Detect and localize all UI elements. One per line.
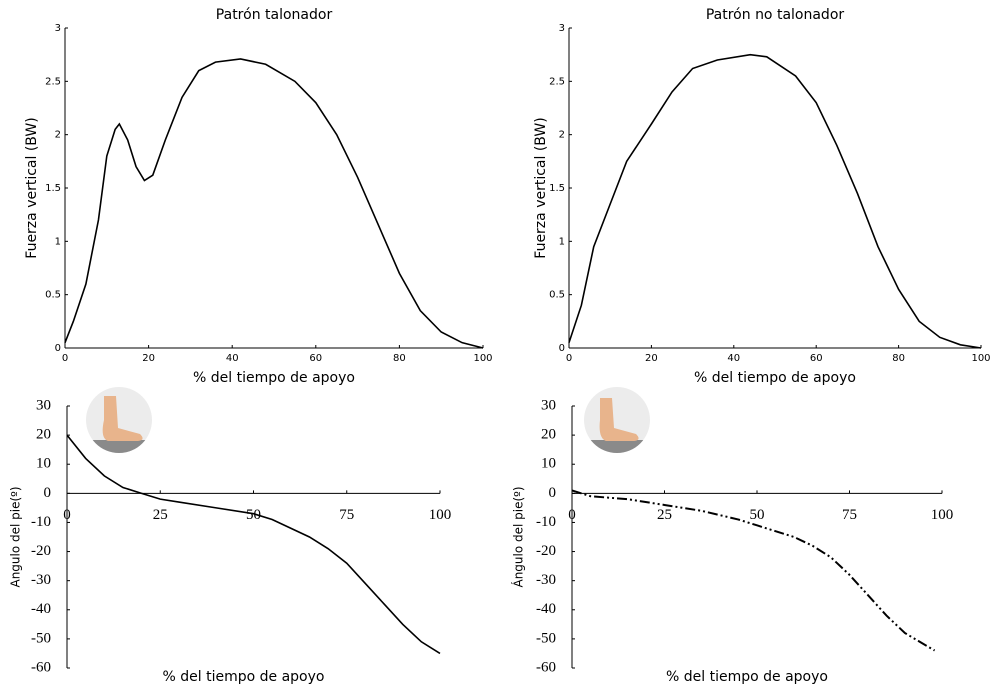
y-tick-label: 30 — [36, 397, 51, 413]
y-tick-label: -50 — [536, 630, 556, 646]
y-tick-label: -10 — [536, 514, 556, 530]
data-line — [568, 53, 982, 349]
chart-title: Patrón talonador — [216, 7, 333, 23]
y-tick-label: 2.5 — [549, 76, 565, 87]
x-tick-label: 40 — [727, 353, 740, 364]
y-tick-label: 0 — [549, 485, 557, 501]
y-tick-label: 10 — [541, 456, 556, 472]
x-tick-label: 50 — [246, 507, 261, 523]
y-tick-label: 3 — [559, 23, 565, 34]
y-tick-label: 10 — [36, 456, 51, 472]
y-tick-label: 3 — [55, 23, 61, 34]
x-tick-label: 0 — [63, 507, 71, 523]
y-tick-label: -50 — [31, 630, 51, 646]
y-tick-label: 0.5 — [549, 290, 565, 301]
x-tick-label: 20 — [645, 353, 658, 364]
y-tick-label: -20 — [31, 543, 51, 559]
y-tick-label: -30 — [536, 572, 556, 588]
y-tick-label: 2 — [55, 130, 61, 141]
x-tick-label: 100 — [931, 507, 954, 523]
x-axis-label: % del tiempo de apoyo — [163, 669, 325, 685]
x-tick-label: 75 — [842, 507, 857, 523]
foot-icon — [584, 387, 650, 453]
y-tick-label: 0.5 — [45, 290, 61, 301]
x-axis-label: % del tiempo de apoyo — [666, 669, 828, 685]
chart-title: Patrón no talonador — [706, 7, 845, 23]
y-tick-label: 0 — [55, 343, 61, 354]
x-tick-label: 25 — [153, 507, 168, 523]
y-tick-label: 30 — [541, 397, 556, 413]
y-axis-label: Fuerza vertical (BW) — [533, 117, 549, 258]
x-tick-label: 0 — [566, 353, 572, 364]
foot-icon — [86, 387, 152, 453]
y-tick-label: 1.5 — [45, 183, 61, 194]
y-tick-label: 20 — [541, 427, 556, 443]
y-tick-label: -40 — [536, 601, 556, 617]
x-tick-label: 80 — [393, 353, 406, 364]
y-tick-label: -60 — [31, 659, 51, 675]
y-tick-label: 2 — [559, 130, 565, 141]
x-tick-label: 0 — [62, 353, 68, 364]
data-line — [64, 58, 484, 349]
y-tick-label: 1.5 — [549, 183, 565, 194]
x-tick-label: 60 — [810, 353, 823, 364]
y-tick-label: 0 — [559, 343, 565, 354]
x-axis-label: % del tiempo de apoyo — [193, 370, 355, 386]
x-tick-label: 100 — [473, 353, 492, 364]
x-tick-label: 20 — [142, 353, 155, 364]
x-tick-label: 0 — [568, 507, 576, 523]
y-tick-label: -40 — [31, 601, 51, 617]
x-tick-label: 40 — [226, 353, 239, 364]
x-tick-label: 60 — [309, 353, 322, 364]
y-tick-label: 20 — [36, 427, 51, 443]
y-axis-label: Ángulo del pie(º) — [511, 486, 526, 587]
y-tick-label: -20 — [536, 543, 556, 559]
y-tick-label: 1 — [559, 236, 565, 247]
data-line — [571, 489, 936, 652]
y-tick-label: -10 — [31, 514, 51, 530]
y-tick-label: -60 — [536, 659, 556, 675]
x-tick-label: 100 — [971, 353, 990, 364]
x-tick-label: 25 — [657, 507, 672, 523]
y-tick-label: -30 — [31, 572, 51, 588]
y-axis-label: Fuerza vertical (BW) — [24, 117, 40, 258]
y-axis-label: Angulo del pie(º) — [9, 486, 23, 587]
x-axis-label: % del tiempo de apoyo — [694, 370, 856, 386]
y-tick-label: 1 — [55, 236, 61, 247]
x-tick-label: 80 — [892, 353, 905, 364]
x-tick-label: 100 — [429, 507, 452, 523]
x-tick-label: 50 — [750, 507, 765, 523]
x-tick-label: 75 — [339, 507, 354, 523]
y-tick-label: 2.5 — [45, 76, 61, 87]
y-tick-label: 0 — [44, 485, 52, 501]
data-line — [66, 434, 441, 655]
